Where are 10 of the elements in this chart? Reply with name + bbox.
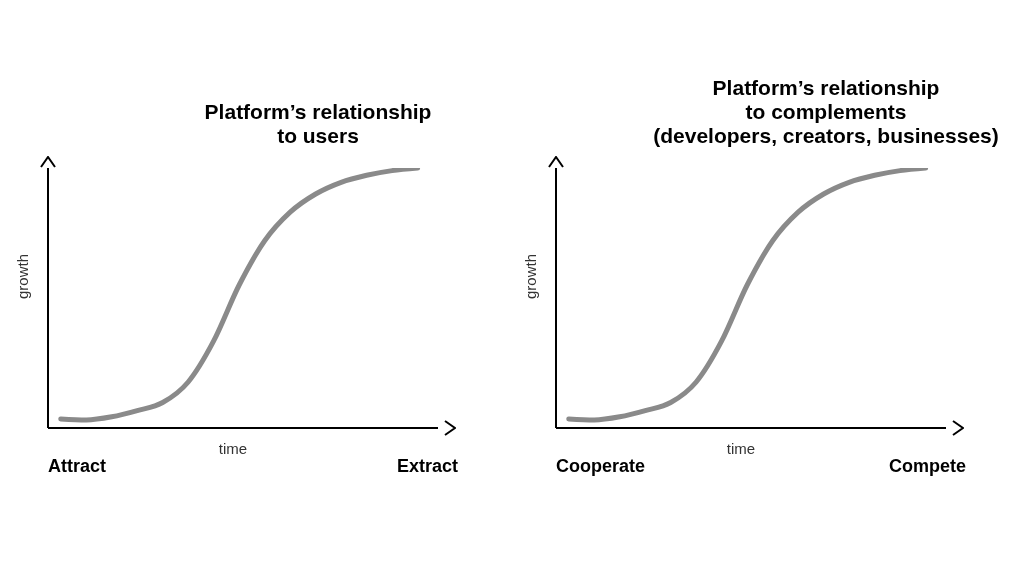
y-axis-title: growth — [14, 253, 32, 300]
chart-title: Platform’s relationship to complements (developers, creators, businesses) — [653, 76, 999, 148]
chart-title: Platform’s relationship to users — [204, 100, 432, 148]
y-axis-title: growth — [522, 253, 540, 300]
text: Attract — [48, 456, 107, 477]
x-axis-title: time — [725, 440, 757, 457]
text: Compete — [888, 456, 966, 477]
text: Extract — [396, 456, 458, 477]
x-axis-title: time — [217, 440, 249, 457]
text: Cooperate — [556, 456, 646, 477]
